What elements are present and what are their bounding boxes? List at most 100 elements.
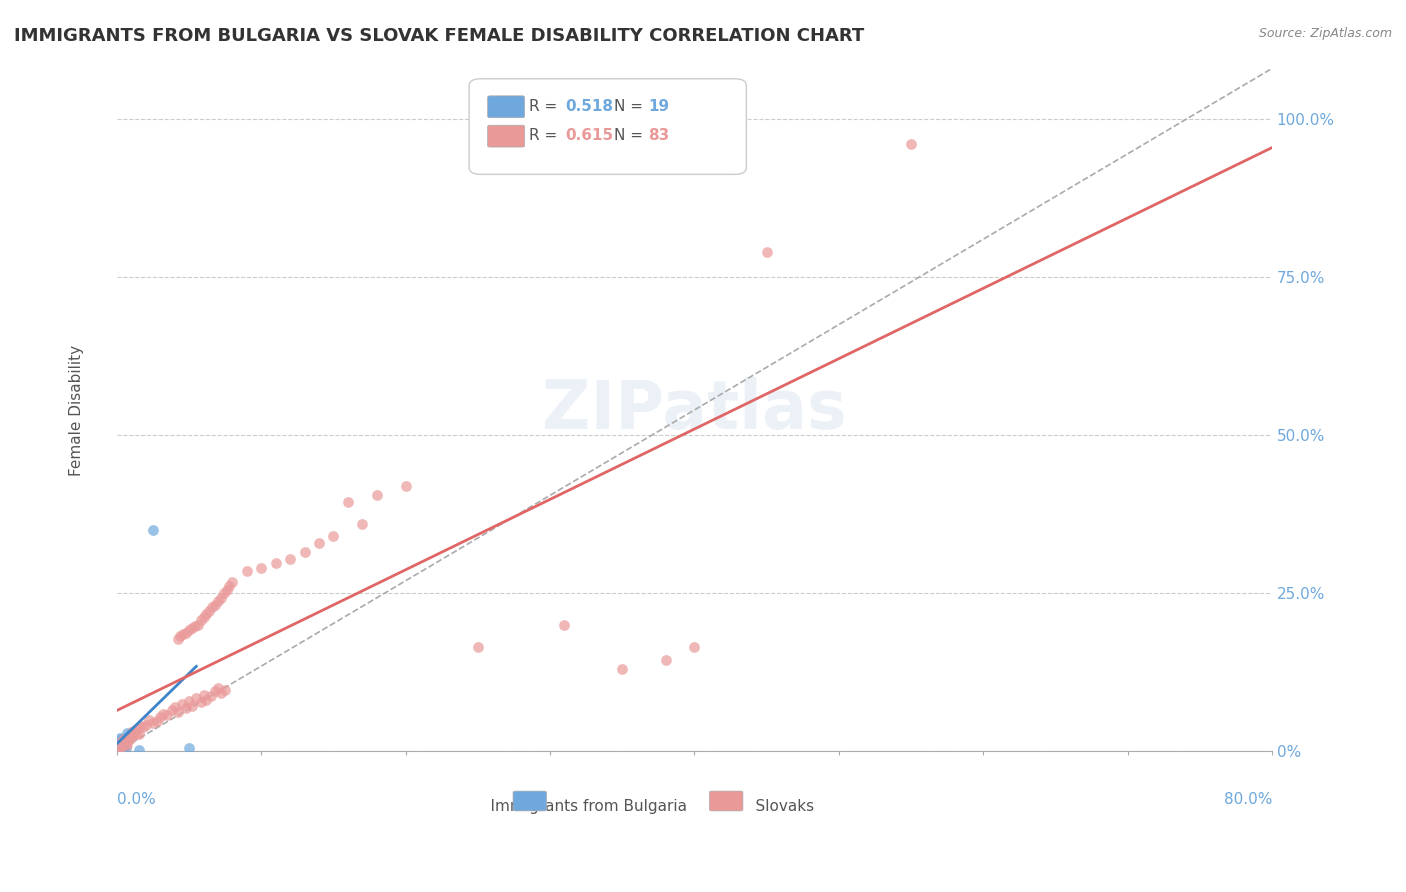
Point	[149, 709, 172, 723]
Point	[181, 621, 204, 635]
Text: 0.0%: 0.0%	[117, 792, 156, 807]
Point	[209, 686, 232, 700]
Point	[118, 731, 141, 746]
Point	[207, 681, 229, 696]
FancyBboxPatch shape	[513, 791, 547, 811]
Point	[264, 556, 287, 570]
Point	[187, 618, 209, 632]
FancyBboxPatch shape	[488, 95, 524, 118]
Text: Source: ZipAtlas.com: Source: ZipAtlas.com	[1258, 27, 1392, 40]
Point	[111, 735, 134, 749]
Point	[114, 736, 136, 750]
Point	[142, 716, 165, 731]
Point	[174, 625, 197, 640]
Point	[209, 591, 232, 606]
Point	[177, 741, 200, 756]
Point	[336, 494, 359, 508]
Point	[352, 516, 374, 531]
Point	[120, 725, 142, 739]
Text: R =: R =	[529, 99, 562, 113]
Point	[121, 724, 143, 739]
Point	[114, 741, 136, 756]
Point	[174, 701, 197, 715]
Point	[184, 619, 207, 633]
Text: N =: N =	[613, 99, 647, 113]
Point	[108, 731, 131, 745]
Text: ZIPatlas: ZIPatlas	[543, 377, 846, 443]
Text: IMMIGRANTS FROM BULGARIA VS SLOVAK FEMALE DISABILITY CORRELATION CHART: IMMIGRANTS FROM BULGARIA VS SLOVAK FEMAL…	[14, 27, 865, 45]
Point	[114, 733, 136, 747]
Point	[654, 653, 676, 667]
Point	[200, 689, 222, 703]
Point	[166, 706, 188, 720]
Point	[215, 583, 238, 598]
Point	[112, 731, 135, 746]
Point	[190, 695, 212, 709]
Point	[250, 561, 273, 575]
Point	[467, 640, 489, 654]
Point	[127, 723, 149, 737]
Point	[193, 688, 215, 702]
Point	[177, 623, 200, 637]
FancyBboxPatch shape	[710, 791, 742, 811]
Text: Slovaks: Slovaks	[737, 799, 814, 814]
Point	[160, 703, 183, 717]
Point	[138, 713, 160, 727]
Point	[128, 727, 150, 741]
Point	[186, 690, 208, 705]
Point	[108, 741, 131, 756]
Text: 83: 83	[648, 128, 669, 143]
Point	[553, 618, 575, 632]
Point	[308, 536, 330, 550]
Point	[395, 479, 418, 493]
Point	[278, 551, 301, 566]
Point	[117, 729, 139, 743]
Point	[120, 729, 142, 743]
Point	[169, 629, 191, 643]
Point	[193, 610, 215, 624]
Point	[755, 244, 778, 259]
Point	[110, 740, 132, 755]
Point	[117, 731, 139, 745]
Point	[322, 529, 344, 543]
Point	[163, 700, 186, 714]
Point	[218, 579, 240, 593]
Point	[195, 692, 218, 706]
Point	[108, 741, 131, 756]
Point	[129, 719, 152, 733]
Point	[152, 706, 174, 721]
Point	[612, 662, 634, 676]
Point	[170, 697, 193, 711]
Point	[111, 737, 134, 751]
Text: 0.518: 0.518	[565, 99, 613, 113]
Text: N =: N =	[613, 128, 647, 143]
Point	[207, 594, 229, 608]
Point	[128, 742, 150, 756]
Text: 80.0%: 80.0%	[1223, 792, 1272, 807]
Point	[156, 707, 179, 722]
Point	[181, 698, 204, 713]
Point	[204, 598, 226, 612]
Point	[146, 714, 169, 728]
Point	[107, 741, 129, 756]
Point	[115, 734, 138, 748]
Point	[214, 682, 236, 697]
Text: 0.615: 0.615	[565, 128, 613, 143]
Point	[294, 545, 316, 559]
Point	[112, 741, 135, 756]
Point	[212, 586, 235, 600]
Point	[110, 739, 132, 754]
Point	[110, 735, 132, 749]
FancyBboxPatch shape	[470, 78, 747, 174]
Point	[900, 137, 922, 152]
Point	[107, 737, 129, 751]
Point	[110, 731, 132, 746]
Point	[108, 738, 131, 752]
Point	[142, 523, 165, 537]
Point	[190, 613, 212, 627]
Point	[115, 725, 138, 739]
FancyBboxPatch shape	[488, 125, 524, 147]
Point	[236, 564, 259, 578]
Point	[124, 727, 146, 741]
Text: R =: R =	[529, 128, 562, 143]
